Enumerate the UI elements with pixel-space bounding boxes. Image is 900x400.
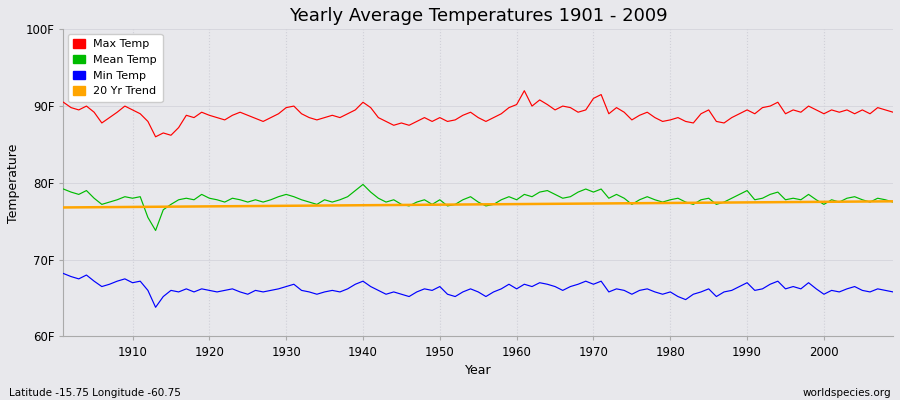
Text: worldspecies.org: worldspecies.org xyxy=(803,388,891,398)
Title: Yearly Average Temperatures 1901 - 2009: Yearly Average Temperatures 1901 - 2009 xyxy=(289,7,668,25)
Y-axis label: Temperature: Temperature xyxy=(7,143,20,222)
X-axis label: Year: Year xyxy=(465,364,491,377)
Legend: Max Temp, Mean Temp, Min Temp, 20 Yr Trend: Max Temp, Mean Temp, Min Temp, 20 Yr Tre… xyxy=(68,34,163,102)
Text: Latitude -15.75 Longitude -60.75: Latitude -15.75 Longitude -60.75 xyxy=(9,388,181,398)
